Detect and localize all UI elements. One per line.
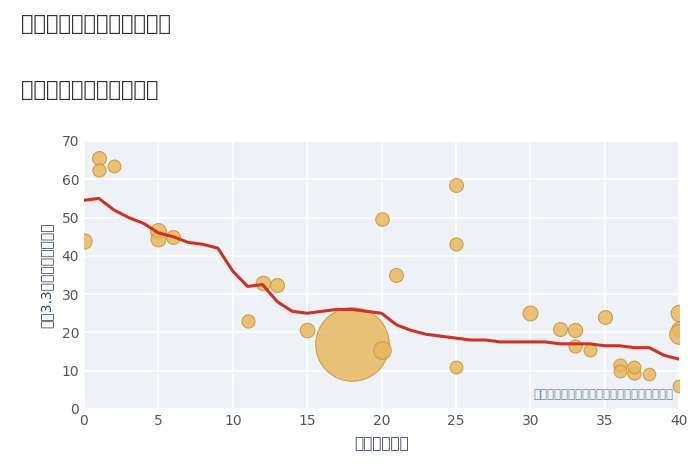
Point xyxy=(257,279,268,286)
Point xyxy=(629,363,640,370)
Point xyxy=(599,313,610,321)
Y-axis label: 坪（3.3㎡）単価（万円）: 坪（3.3㎡）単価（万円） xyxy=(39,222,53,328)
Point xyxy=(673,325,685,332)
Point xyxy=(376,216,387,223)
Point xyxy=(525,309,536,317)
Text: 福岡県大牟田市恵比須町の: 福岡県大牟田市恵比須町の xyxy=(21,14,171,34)
Point xyxy=(644,371,655,378)
Point xyxy=(629,369,640,376)
Point xyxy=(78,237,90,244)
Point xyxy=(153,227,164,235)
Point xyxy=(302,327,313,334)
Point xyxy=(569,327,580,334)
Point xyxy=(93,166,104,173)
Point xyxy=(450,363,461,370)
Text: 築年数別中古戸建て価格: 築年数別中古戸建て価格 xyxy=(21,80,158,100)
Point xyxy=(614,367,625,375)
Point xyxy=(376,346,387,353)
Point xyxy=(153,235,164,243)
X-axis label: 築年数（年）: 築年数（年） xyxy=(354,436,409,451)
Point xyxy=(93,155,104,162)
Point xyxy=(584,346,595,353)
Point xyxy=(242,317,253,325)
Point xyxy=(554,325,566,332)
Text: 円の大きさは、取引のあった物件面積を示す: 円の大きさは、取引のあった物件面積を示す xyxy=(533,388,673,401)
Point xyxy=(614,361,625,368)
Point xyxy=(673,330,685,338)
Point xyxy=(168,233,179,241)
Point xyxy=(346,340,357,348)
Point xyxy=(391,271,402,279)
Point xyxy=(673,382,685,390)
Point xyxy=(673,309,685,317)
Point xyxy=(108,162,119,170)
Point xyxy=(450,241,461,248)
Point xyxy=(569,342,580,350)
Point xyxy=(450,181,461,189)
Point xyxy=(272,281,283,288)
